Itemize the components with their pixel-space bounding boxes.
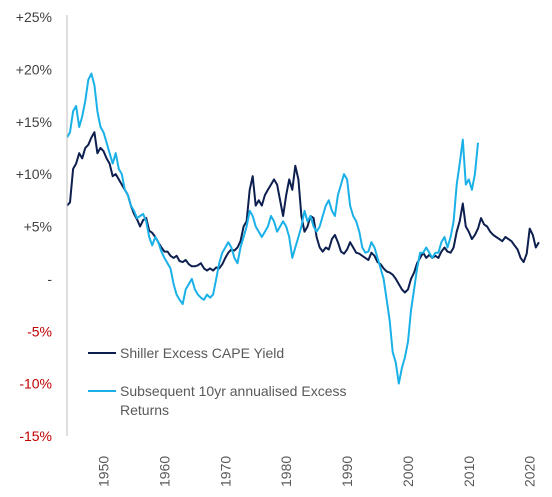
x-tick-label: 2000 [400,456,416,487]
series-line-excess-returns [66,72,479,385]
y-tick-label: +20% [16,61,52,77]
legend-label-excess-returns: Subsequent 10yr annualised Excess Returns [120,383,346,418]
y-tick-label: - [47,271,52,287]
y-tick-label: -5% [27,323,52,339]
y-tick-label: +15% [16,114,52,130]
y-axis-tick-labels: +25% +20% +15% +10% +5% - -5% -10% -15% [16,9,53,444]
x-tick-label: 1990 [339,456,355,487]
y-tick-label: +25% [16,9,52,25]
x-tick-label: 1960 [156,456,172,487]
series-lines [66,72,540,385]
y-tick-label: +10% [16,166,52,182]
x-tick-label: 2010 [461,456,477,487]
series-line-cape-yield [66,131,540,294]
legend: Shiller Excess CAPE Yield Subsequent 10y… [88,345,346,418]
legend-label-cape-yield: Shiller Excess CAPE Yield [120,345,284,361]
y-tick-label: +5% [24,219,52,235]
x-axis-tick-labels: 1950 1960 1970 1980 1990 2000 2010 2020 [96,456,538,487]
x-tick-label: 1970 [217,456,233,487]
y-tick-label: -10% [19,376,52,392]
x-tick-label: 1950 [96,456,112,487]
x-tick-label: 2020 [522,456,538,487]
x-tick-label: 1980 [278,456,294,487]
y-tick-label: -15% [19,428,52,444]
